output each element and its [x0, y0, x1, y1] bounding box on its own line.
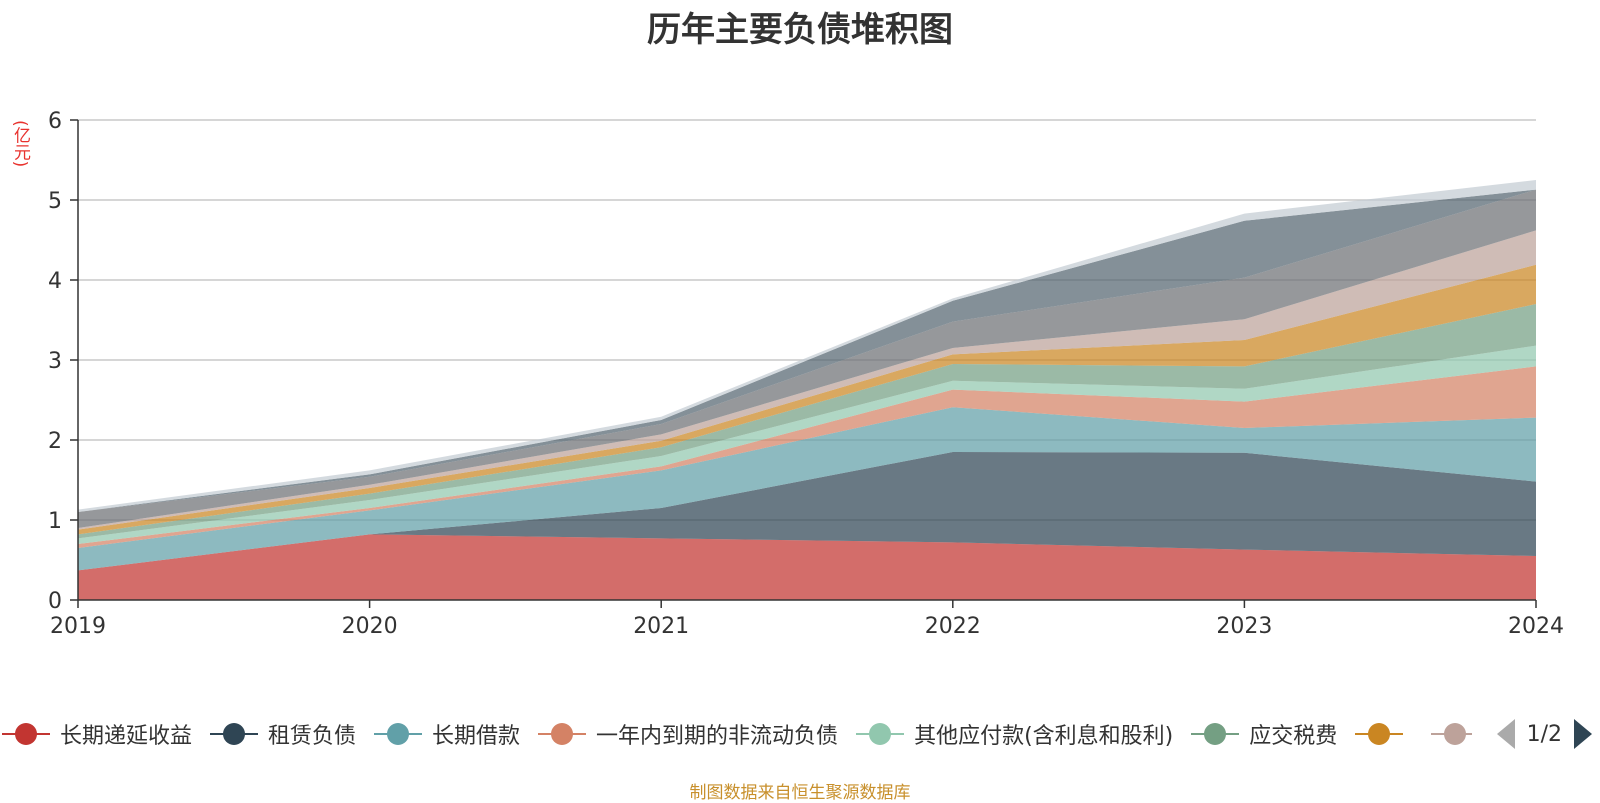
area-series-4[interactable]: [78, 366, 1536, 548]
legend-marker-icon: [210, 722, 259, 746]
x-tick-label: 2021: [633, 614, 689, 639]
legend-items: 长期递延收益 租赁负债 长期借款 一年内到期的非流动负债 其他应付款(含利息和股利) 应交…: [2, 716, 1472, 752]
legend-item[interactable]: [1355, 716, 1413, 752]
legend-marker-icon: [2, 722, 50, 746]
legend-label: 一年内到期的非流动负债: [596, 724, 839, 749]
legend-marker-icon: [856, 722, 905, 746]
legend: 长期递延收益 租赁负债 长期借款 一年内到期的非流动负债 其他应付款(含利息和股利) 应交…: [0, 716, 1600, 752]
legend-item[interactable]: 其他应付款(含利息和股利): [856, 716, 1173, 752]
x-tick-label: 2022: [925, 614, 981, 639]
axes: 0 1 2 3 4 5 6 2019 2020 2021 2022 2023 2024: [48, 109, 1564, 639]
y-tick-label: 3: [48, 349, 62, 374]
pager-next-icon[interactable]: [1574, 719, 1592, 749]
chart-title: 历年主要负债堆积图: [647, 10, 953, 50]
y-tick-label: 1: [48, 509, 62, 534]
source-note: 制图数据来自恒生聚源数据库: [689, 783, 911, 803]
area-series-6[interactable]: [78, 304, 1536, 539]
legend-item[interactable]: 一年内到期的非流动负债: [538, 716, 838, 752]
legend-item[interactable]: 长期借款: [374, 716, 520, 752]
legend-marker-icon: [1355, 722, 1404, 746]
legend-label: 租赁负债: [268, 724, 357, 749]
legend-item[interactable]: 租赁负债: [210, 716, 356, 752]
y-tick-label: 4: [48, 269, 62, 294]
legend-label: 应交税费: [1249, 724, 1338, 749]
area-series-2[interactable]: [78, 452, 1536, 571]
legend-marker-icon: [538, 722, 587, 746]
y-tick-label: 0: [48, 589, 62, 614]
legend-pager: 1/2: [1496, 716, 1592, 752]
x-tick-label: 2024: [1508, 614, 1564, 639]
y-axis-unit-label: (亿元): [10, 120, 30, 168]
pager-prev-icon[interactable]: [1496, 719, 1515, 749]
x-tick-label: 2019: [50, 614, 106, 639]
legend-label: 长期递延收益: [60, 724, 193, 749]
legend-marker-icon: [1191, 722, 1240, 746]
legend-item[interactable]: 应交税费: [1191, 716, 1337, 752]
legend-label: 长期借款: [432, 724, 521, 749]
y-tick-label: 6: [48, 109, 62, 134]
pager-text: 1/2: [1526, 721, 1562, 747]
x-tick-label: 2023: [1216, 614, 1272, 639]
area-series-3[interactable]: [78, 407, 1536, 571]
y-tick-label: 2: [48, 429, 62, 454]
area-series-7[interactable]: [78, 264, 1536, 535]
x-tick-label: 2020: [342, 614, 398, 639]
legend-item[interactable]: 长期递延收益: [2, 716, 192, 752]
legend-marker-icon: [1431, 722, 1472, 746]
legend-item[interactable]: [1431, 716, 1472, 752]
stacked-area-chart: 0 1 2 3 4 5 6 2019 2020 2021 2022 2023 2024: [48, 109, 1564, 639]
area-series-10[interactable]: [78, 189, 1536, 512]
y-tick-label: 5: [48, 189, 62, 214]
area-series-5[interactable]: [78, 345, 1536, 544]
legend-marker-icon: [374, 722, 423, 746]
legend-label: 其他应付款(含利息和股利): [914, 724, 1174, 749]
area-series: [78, 180, 1536, 600]
area-series-1[interactable]: [78, 534, 1536, 600]
